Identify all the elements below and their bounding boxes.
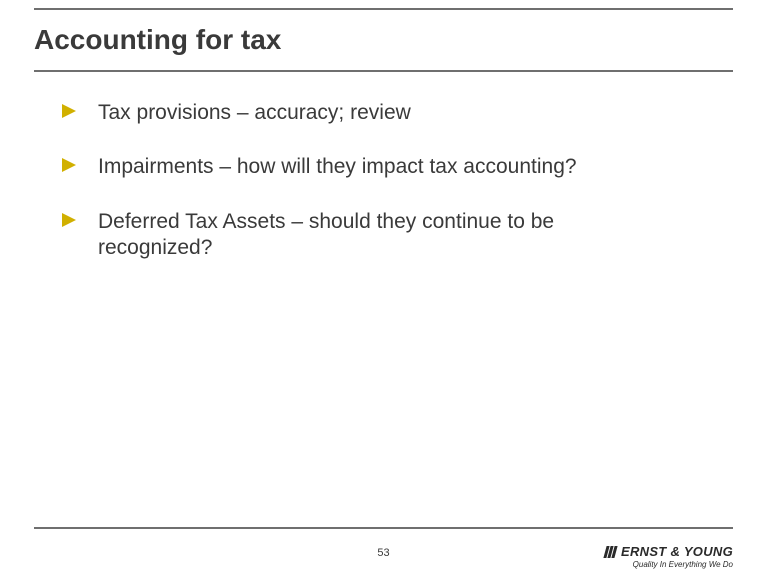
bullet-list: Tax provisions – accuracy; review Impair… <box>34 100 733 261</box>
list-item: Tax provisions – accuracy; review <box>62 100 733 126</box>
bullet-text: Tax provisions – accuracy; review <box>98 100 411 126</box>
footer-rule <box>34 527 733 529</box>
logo-tagline: Quality In Everything We Do <box>605 560 733 569</box>
list-item: Deferred Tax Assets – should they contin… <box>62 209 733 262</box>
triangle-bullet-icon <box>62 213 76 227</box>
slide-container: Accounting for tax Tax provisions – accu… <box>0 0 767 587</box>
title-underline-rule <box>34 70 733 72</box>
logo-text: ERNST & YOUNG <box>621 544 733 559</box>
top-rule <box>34 8 733 10</box>
triangle-bullet-icon <box>62 158 76 172</box>
bullet-text: Impairments – how will they impact tax a… <box>98 154 577 180</box>
logo-main: ERNST & YOUNG <box>605 544 733 559</box>
logo-bars-icon <box>605 546 616 558</box>
footer-logo: ERNST & YOUNG Quality In Everything We D… <box>605 544 733 569</box>
bullet-text: Deferred Tax Assets – should they contin… <box>98 209 658 262</box>
slide-title: Accounting for tax <box>34 24 733 56</box>
list-item: Impairments – how will they impact tax a… <box>62 154 733 180</box>
triangle-bullet-icon <box>62 104 76 118</box>
